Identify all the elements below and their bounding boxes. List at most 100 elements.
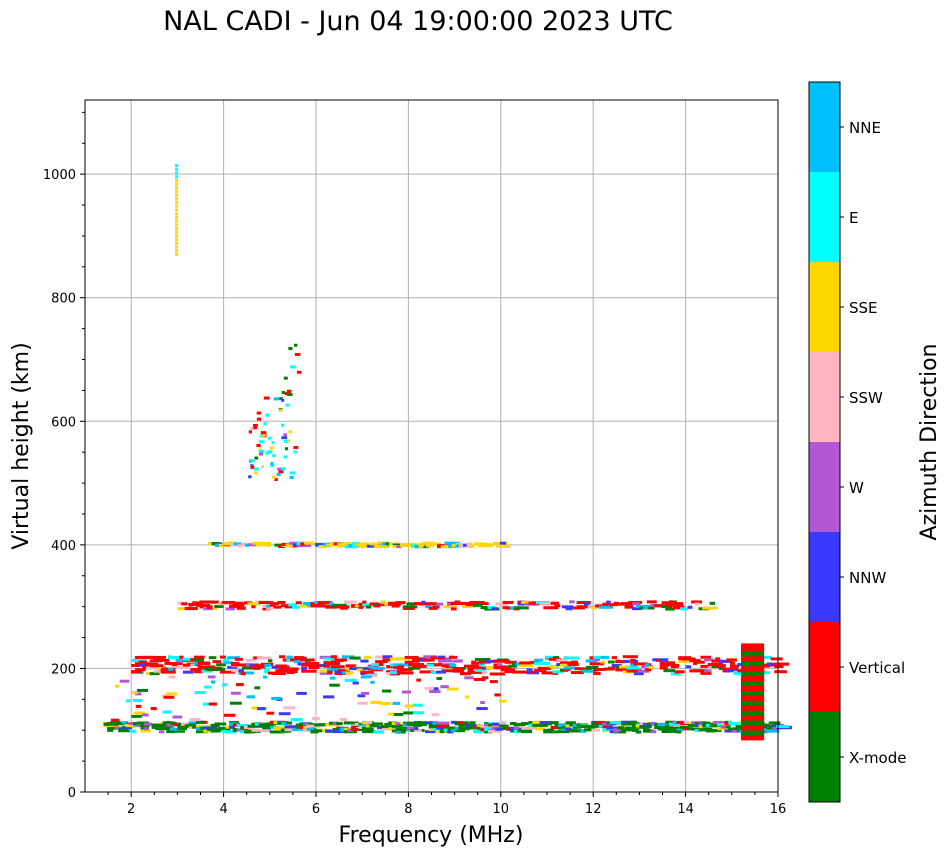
echo-point xyxy=(245,658,256,662)
echo-point xyxy=(482,676,489,680)
echo-point xyxy=(498,721,507,725)
echo-point xyxy=(633,662,649,666)
echo-point xyxy=(296,370,302,374)
echo-point xyxy=(295,725,303,729)
echo-point xyxy=(495,602,508,606)
echo-point xyxy=(293,656,305,660)
echo-point xyxy=(458,721,464,725)
echo-point xyxy=(207,675,216,679)
echo-point xyxy=(238,671,255,675)
echo-point xyxy=(519,664,534,668)
echo-point xyxy=(425,544,431,548)
echo-point xyxy=(175,241,179,245)
echo-point xyxy=(294,352,301,356)
echo-point xyxy=(340,728,346,732)
echo-point xyxy=(334,658,344,662)
echo-point xyxy=(692,659,700,663)
echo-point xyxy=(142,655,155,659)
echo-point xyxy=(774,665,784,669)
echo-point xyxy=(473,730,486,734)
echo-point xyxy=(107,728,114,732)
echo-point xyxy=(279,669,285,673)
echo-point xyxy=(694,729,700,733)
echo-point xyxy=(340,606,349,610)
echo-point xyxy=(149,672,160,676)
echo-point xyxy=(271,672,286,676)
echo-point xyxy=(362,721,368,725)
echo-point xyxy=(344,541,352,545)
echo-point xyxy=(188,723,196,727)
echo-point xyxy=(558,724,571,728)
echo-point xyxy=(404,660,414,664)
echo-point xyxy=(519,661,531,665)
echo-point xyxy=(352,681,359,685)
echo-point xyxy=(632,607,642,611)
echo-point xyxy=(702,721,711,725)
echo-point xyxy=(345,667,350,671)
echo-point xyxy=(261,433,266,437)
echo-point xyxy=(273,726,289,730)
echo-point xyxy=(281,398,285,402)
echo-point xyxy=(129,729,137,733)
colorbar-label: Azimuth Direction xyxy=(917,343,942,540)
echo-point xyxy=(587,725,596,729)
echo-point xyxy=(620,728,632,732)
echo-point xyxy=(547,728,554,732)
x-tick-label: 6 xyxy=(312,802,320,817)
echo-point xyxy=(552,671,559,675)
echo-point xyxy=(286,658,293,662)
echo-point xyxy=(330,661,341,665)
echo-point xyxy=(263,396,270,400)
echo-point xyxy=(269,446,275,450)
echo-point xyxy=(168,675,176,679)
echo-point xyxy=(293,446,299,450)
echo-point xyxy=(718,666,725,670)
echo-point xyxy=(609,730,615,734)
echo-point xyxy=(303,728,311,732)
echo-point xyxy=(774,662,790,666)
echo-point xyxy=(580,725,591,729)
echo-point xyxy=(332,730,345,734)
echo-point xyxy=(131,670,143,674)
echo-point xyxy=(153,669,162,673)
echo-point xyxy=(271,440,275,444)
echo-point xyxy=(221,600,235,604)
echo-point xyxy=(374,544,390,548)
echo-point xyxy=(576,601,591,605)
echo-point xyxy=(393,712,404,716)
echo-point xyxy=(447,687,459,691)
echo-point xyxy=(391,729,397,733)
colorbar-tick-label: SSW xyxy=(849,389,883,407)
echo-point xyxy=(283,455,288,459)
y-tick-label: 0 xyxy=(68,786,76,801)
echo-block xyxy=(741,732,765,741)
echo-point xyxy=(361,691,370,695)
echo-point xyxy=(641,665,654,669)
echo-point xyxy=(607,666,616,670)
echo-point xyxy=(606,600,611,604)
echo-point xyxy=(132,699,143,703)
echo-point xyxy=(423,658,435,662)
echo-point xyxy=(260,431,267,435)
echo-point xyxy=(462,543,468,547)
echo-point xyxy=(412,711,425,715)
echo-point xyxy=(437,657,450,661)
echo-point xyxy=(262,726,272,730)
echo-point xyxy=(278,544,286,548)
echo-point xyxy=(729,664,740,668)
echo-point xyxy=(357,701,368,705)
echo-point xyxy=(312,717,320,721)
echo-point xyxy=(230,669,243,673)
echo-point xyxy=(264,670,269,674)
echo-point xyxy=(487,606,495,610)
echo-point xyxy=(182,670,194,674)
echo-point xyxy=(195,603,211,607)
echo-point xyxy=(345,671,354,675)
echo-point xyxy=(262,728,270,732)
echo-point xyxy=(344,678,357,682)
echo-point xyxy=(450,601,461,605)
echo-point xyxy=(486,659,499,663)
echo-point xyxy=(401,690,412,694)
echo-point xyxy=(489,672,506,676)
echo-point xyxy=(583,604,590,608)
